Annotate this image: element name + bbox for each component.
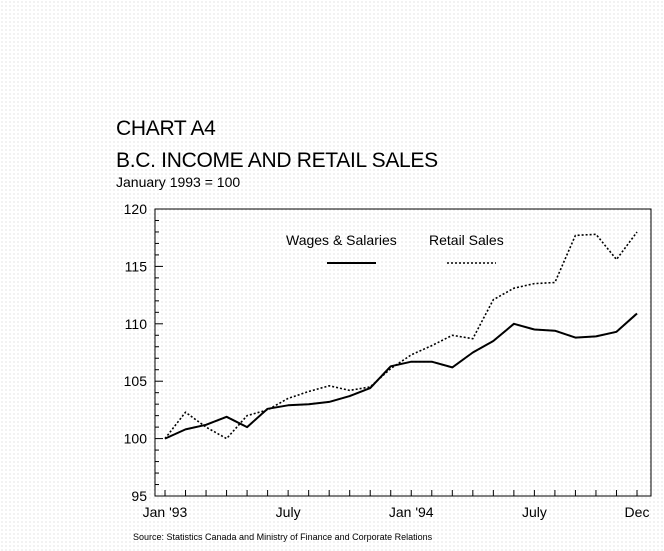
plot-frame [154, 208, 652, 497]
series-layer [164, 231, 638, 440]
plot-border [154, 208, 652, 497]
y-axis: 95 100 105 110 115 120 [124, 201, 163, 504]
series-line-wages-salaries [164, 312, 638, 440]
legend: Wages & Salaries Retail Sales [286, 232, 504, 264]
chart-source: Source: Statistics Canada and Ministry o… [133, 532, 433, 542]
x-tick-label: Dec [625, 504, 650, 520]
chart-title: CHART A4 [116, 117, 216, 140]
series-line-retail-sales [164, 231, 638, 440]
legend-label: Wages & Salaries [286, 232, 397, 248]
chart-index-note: January 1993 = 100 [116, 174, 241, 190]
x-tick-label: July [276, 504, 301, 520]
y-tick-label: 100 [124, 431, 148, 447]
x-tick-label: Jan '94 [389, 504, 434, 520]
x-axis: Jan '93 July Jan '94 July Dec [143, 490, 650, 520]
chart-subtitle: B.C. INCOME AND RETAIL SALES [116, 149, 438, 172]
y-tick-label: 110 [125, 316, 148, 332]
legend-label: Retail Sales [429, 232, 504, 248]
x-tick-label: Jan '93 [143, 504, 188, 520]
y-tick-label: 115 [125, 258, 148, 274]
y-tick-label: 95 [131, 488, 147, 504]
y-tick-label: 120 [124, 201, 148, 217]
x-tick-label: July [522, 504, 547, 520]
y-tick-label: 105 [124, 373, 148, 389]
